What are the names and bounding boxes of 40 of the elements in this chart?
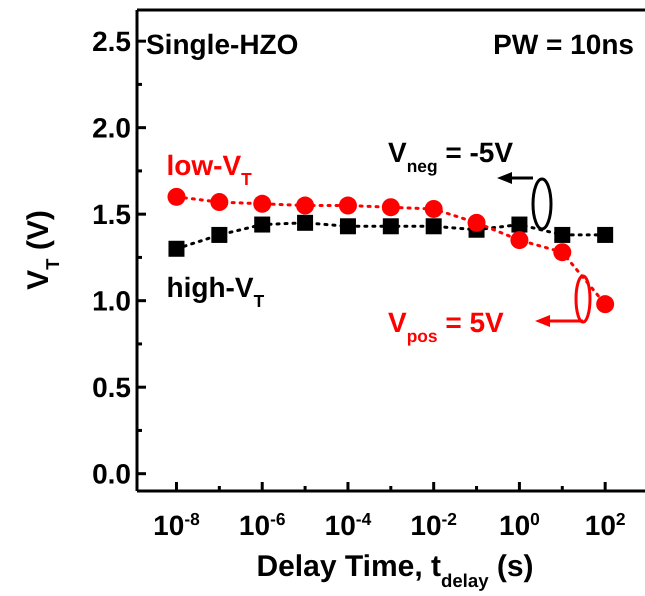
- point: [382, 218, 399, 234]
- y-tick-label: 0.5: [92, 372, 131, 404]
- point: [468, 214, 486, 232]
- point: [167, 188, 186, 206]
- point: [426, 218, 442, 234]
- point: [596, 295, 614, 314]
- y-tick-label: 1.5: [92, 199, 131, 230]
- annotation: Single-HZO: [146, 29, 298, 60]
- point: [254, 216, 270, 233]
- y-tick-label: 2.0: [92, 112, 131, 144]
- point: [382, 198, 400, 216]
- x-tick-label: 10$^{-4}$: [324, 509, 372, 541]
- series-label: high-V$_{T}$: [166, 272, 265, 311]
- series-label: low-V$_{T}$: [166, 150, 252, 189]
- annotation: V$_{neg}$ = -5V: [388, 137, 514, 176]
- annotation: V$_{pos}$ = 5V: [388, 307, 504, 346]
- x-axis-title: Delay Time, t$_{delay}$ (s): [256, 550, 534, 590]
- point: [253, 194, 272, 213]
- annotation: PW = 10ns: [493, 29, 634, 60]
- point: [424, 200, 443, 218]
- point: [597, 226, 614, 243]
- point: [554, 226, 570, 243]
- x-tick-label: 10$^{2}$: [584, 509, 626, 541]
- x-tick-label: 10$^{0}$: [499, 509, 540, 541]
- point: [168, 240, 184, 257]
- point: [338, 196, 357, 215]
- x-tick-label: 10$^{-2}$: [410, 509, 457, 541]
- point: [510, 231, 528, 250]
- y-tick-label: 1.0: [92, 286, 131, 317]
- point: [553, 243, 572, 262]
- point: [340, 218, 356, 234]
- point: [296, 196, 314, 215]
- y-tick-label: 2.5: [92, 26, 131, 58]
- point: [297, 214, 314, 231]
- point: [511, 216, 528, 233]
- x-tick-label: 10$^{-8}$: [153, 509, 200, 541]
- y-tick-label: 0.0: [92, 458, 131, 490]
- point: [210, 193, 228, 212]
- point: [211, 226, 228, 243]
- x-tick-label: 10$^{-6}$: [238, 509, 286, 541]
